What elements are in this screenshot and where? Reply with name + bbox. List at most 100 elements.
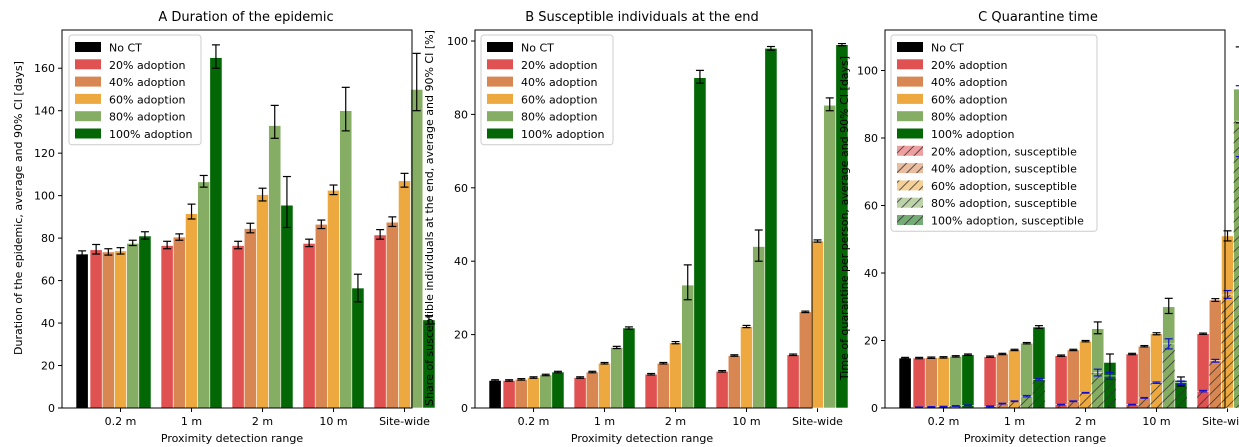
error-bar-40-adoption-susceptible xyxy=(1140,396,1149,399)
error-bar-80-adoption-susceptible xyxy=(951,405,960,407)
y-axis-label: Duration of the epidemic, average and 90… xyxy=(12,61,25,355)
error-bar-80-adoption-susceptible xyxy=(1164,338,1173,350)
panel-c-quarantine: C Quarantine time Proximity detection ra… xyxy=(838,10,1239,445)
bar-20-adoption xyxy=(160,245,174,409)
error-bar-no-ct xyxy=(901,356,910,360)
error-bar-60-adoption xyxy=(1152,332,1161,336)
bar-60-adoption xyxy=(669,342,682,409)
bar-80-adoption xyxy=(339,110,353,409)
bar-80-adoption xyxy=(752,246,766,409)
legend-swatch xyxy=(75,93,101,104)
hatch-100-adoption-susceptible xyxy=(1103,375,1117,408)
error-bar-40-adoption-susceptible xyxy=(1069,400,1078,403)
bar-40-adoption xyxy=(314,224,328,409)
y-tick-label: 20 xyxy=(864,335,878,348)
chart-title: B Susceptible individuals at the end xyxy=(525,10,759,25)
error-bar-60-adoption xyxy=(671,340,680,345)
legend-label: 80% adoption xyxy=(521,111,597,124)
legend-item-40-adoption: 40% adoption xyxy=(487,76,597,89)
legend-label: 100% adoption xyxy=(931,128,1014,141)
chart-title: A Duration of the epidemic xyxy=(158,10,333,25)
error-bar-80-adoption xyxy=(412,52,421,112)
x-tick-label: 1 m xyxy=(594,415,615,428)
bar-60-adoption xyxy=(598,362,611,409)
error-bar-40-adoption xyxy=(517,378,526,381)
legend-item-80-adoption-susceptible: 80% adoption, susceptible xyxy=(897,197,1077,210)
bar-40-adoption xyxy=(514,379,528,409)
error-bar-100-adoption xyxy=(553,370,562,374)
error-bar-40-adoption xyxy=(1140,344,1149,348)
legend-box xyxy=(890,34,1098,232)
x-tick-label: 0.2 m xyxy=(105,415,137,428)
legend-swatch-hatch xyxy=(897,145,923,156)
legend-item-60-adoption-susceptible: 60% adoption, susceptible xyxy=(897,180,1077,193)
legend-swatch xyxy=(75,128,101,139)
bar-80-adoption xyxy=(949,356,963,409)
legend-label: 80% adoption xyxy=(109,111,185,124)
y-tick-label: 80 xyxy=(864,132,878,145)
legend-label: 100% adoption xyxy=(521,128,604,141)
error-bar-60-adoption xyxy=(116,247,125,255)
y-tick-label: 0 xyxy=(48,402,55,415)
hatch-80-adoption-susceptible xyxy=(1020,396,1033,408)
error-bar-40-adoption-susceptible xyxy=(1211,358,1220,363)
bar-60-adoption xyxy=(740,326,753,409)
legend-item-80-adoption: 80% adoption xyxy=(487,111,597,124)
error-bar-20-adoption xyxy=(163,240,172,250)
legend-label: 100% adoption xyxy=(109,128,192,141)
hatch-100-adoption-susceptible xyxy=(1032,379,1046,408)
y-tick-label: 100 xyxy=(857,65,878,78)
legend-item-40-adoption: 40% adoption xyxy=(897,76,1007,89)
bar-40-adoption xyxy=(798,311,812,409)
y-tick-label: 40 xyxy=(864,267,878,280)
error-bar-40-adoption xyxy=(588,370,597,374)
error-bar-100-adoption xyxy=(963,353,972,356)
bar-60-adoption xyxy=(185,213,198,409)
legend-swatch-hatch xyxy=(897,163,923,174)
error-bar-80-adoption xyxy=(612,345,621,350)
error-bar-80-adoption xyxy=(754,229,763,262)
error-bar-60-adoption xyxy=(813,239,822,243)
y-tick-label: 100 xyxy=(447,35,468,48)
error-bar-100-adoption xyxy=(211,44,220,69)
y-tick-label: 20 xyxy=(454,329,468,342)
error-bar-20-adoption xyxy=(92,243,101,255)
error-bar-40-adoption xyxy=(104,248,113,256)
legend-item-100-adoption: 100% adoption xyxy=(897,128,1014,141)
error-bar-20-adoption xyxy=(789,353,798,357)
panel-b-susceptible: B Susceptible individuals at the end Pro… xyxy=(423,10,849,445)
legend: No CT 20% adoption 40% adoption 60% adoptio… xyxy=(68,34,202,146)
error-bar-100-adoption xyxy=(837,42,846,47)
legend-item-100-adoption-susceptible: 100% adoption, susceptible xyxy=(897,215,1084,228)
error-bar-60-adoption xyxy=(258,187,267,202)
error-bar-40-adoption xyxy=(659,361,668,365)
hatch-60-adoption-susceptible xyxy=(1079,392,1092,408)
error-bar-60-adoption xyxy=(400,172,409,188)
error-bar-20-adoption-susceptible xyxy=(1057,403,1066,406)
bar-20-adoption xyxy=(502,380,516,409)
y-tick-label: 120 xyxy=(34,147,55,160)
bar-100-adoption xyxy=(961,354,975,409)
error-bar-20-adoption xyxy=(986,355,995,358)
bar-80-adoption xyxy=(681,284,695,409)
legend-item-no-ct: No CT xyxy=(897,42,964,55)
legend-item-no-ct: No CT xyxy=(75,42,142,55)
bar-40-adoption xyxy=(101,251,115,409)
error-bar-no-ct xyxy=(78,250,87,257)
legend-label: No CT xyxy=(109,42,142,55)
error-bar-100-adoption xyxy=(624,326,633,330)
legend-label: 80% adoption, susceptible xyxy=(931,197,1077,210)
legend-item-80-adoption: 80% adoption xyxy=(75,111,185,124)
error-bar-40-adoption xyxy=(1069,348,1078,352)
error-bar-60-adoption xyxy=(1010,348,1019,352)
plot-frame xyxy=(884,29,1226,409)
error-bar-100-adoption xyxy=(1034,325,1043,329)
x-tick-label: Site-wide xyxy=(379,415,430,428)
x-axis-label: Proximity detection range xyxy=(964,432,1106,445)
legend-label: 40% adoption, susceptible xyxy=(931,163,1077,176)
bar-60-adoption xyxy=(937,357,950,409)
legend-swatch xyxy=(75,76,101,87)
legend-label: 20% adoption xyxy=(521,59,597,72)
bar-40-adoption xyxy=(924,357,938,409)
error-bar-100-adoption-susceptible xyxy=(1105,371,1114,380)
